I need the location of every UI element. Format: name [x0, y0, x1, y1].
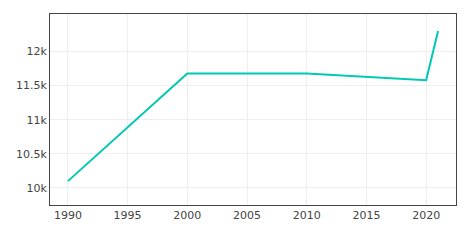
svg-text:11.5k: 11.5k — [16, 79, 47, 92]
svg-text:2005: 2005 — [233, 209, 261, 222]
svg-text:11k: 11k — [26, 114, 47, 127]
svg-text:10k: 10k — [26, 182, 47, 195]
svg-text:12k: 12k — [26, 45, 47, 58]
svg-text:1995: 1995 — [114, 209, 142, 222]
svg-text:10.5k: 10.5k — [16, 148, 47, 161]
svg-text:1990: 1990 — [54, 209, 82, 222]
svg-text:2015: 2015 — [352, 209, 380, 222]
svg-text:2000: 2000 — [173, 209, 201, 222]
svg-text:2010: 2010 — [293, 209, 321, 222]
svg-text:2020: 2020 — [412, 209, 440, 222]
